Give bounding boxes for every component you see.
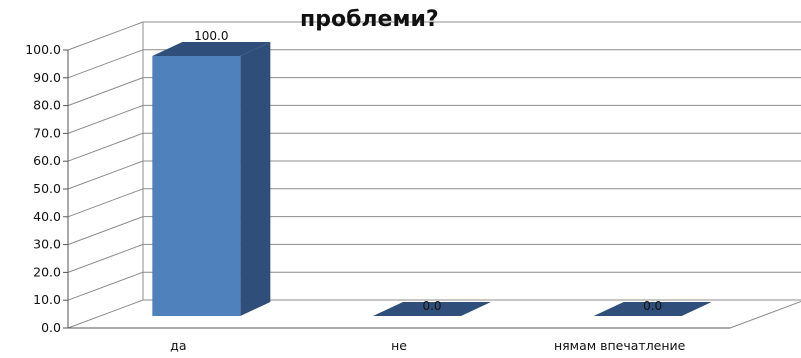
y-tick-label: 100.0 <box>25 42 61 57</box>
y-tick-label: 80.0 <box>33 98 61 113</box>
y-tick-label: 70.0 <box>33 125 61 140</box>
bar <box>152 42 271 316</box>
category-label: нямам впечатление <box>554 338 686 353</box>
bar-top <box>152 42 271 56</box>
category-labels: да не нямам впечатление <box>170 338 685 353</box>
gridline-side <box>67 104 144 134</box>
gridline-side <box>67 132 144 162</box>
bar-top <box>373 302 491 316</box>
gridline-side <box>67 188 144 218</box>
data-label: 0.0 <box>422 299 441 313</box>
y-tick-label: 40.0 <box>33 209 61 224</box>
gridline-side <box>67 21 144 51</box>
y-tick-label: 60.0 <box>33 153 61 168</box>
gridline-side <box>67 160 144 190</box>
bar <box>593 302 712 316</box>
category-label: да <box>170 338 186 353</box>
gridline-side <box>67 299 144 329</box>
y-tick-label: 0.0 <box>41 320 61 335</box>
y-tick-label: 10.0 <box>33 292 61 307</box>
y-tick-label: 30.0 <box>33 237 61 252</box>
bar-top <box>593 302 712 316</box>
bar <box>373 302 491 316</box>
y-tick-label: 50.0 <box>33 181 61 196</box>
y-tick-label: 90.0 <box>33 70 61 85</box>
bar-side <box>240 42 271 316</box>
gridline-side <box>67 77 144 107</box>
y-axis-ticks: 0.0 10.0 20.0 30.0 40.0 50.0 60.0 70.0 80.0 90.0 1… <box>25 42 68 335</box>
gridline-side <box>67 243 144 273</box>
bar-front <box>152 56 241 316</box>
gridline-side <box>67 49 144 79</box>
data-labels: 100.0 0.0 0.0 <box>194 29 662 313</box>
data-label: 100.0 <box>194 29 228 43</box>
category-label: не <box>391 338 407 353</box>
gridline-side <box>67 216 144 246</box>
gridline-side <box>67 271 144 301</box>
bars <box>152 42 712 316</box>
data-label: 0.0 <box>643 299 662 313</box>
floor-right-edge <box>729 300 801 329</box>
y-tick-label: 20.0 <box>33 264 61 279</box>
chart-title: проблеми? <box>300 7 439 32</box>
